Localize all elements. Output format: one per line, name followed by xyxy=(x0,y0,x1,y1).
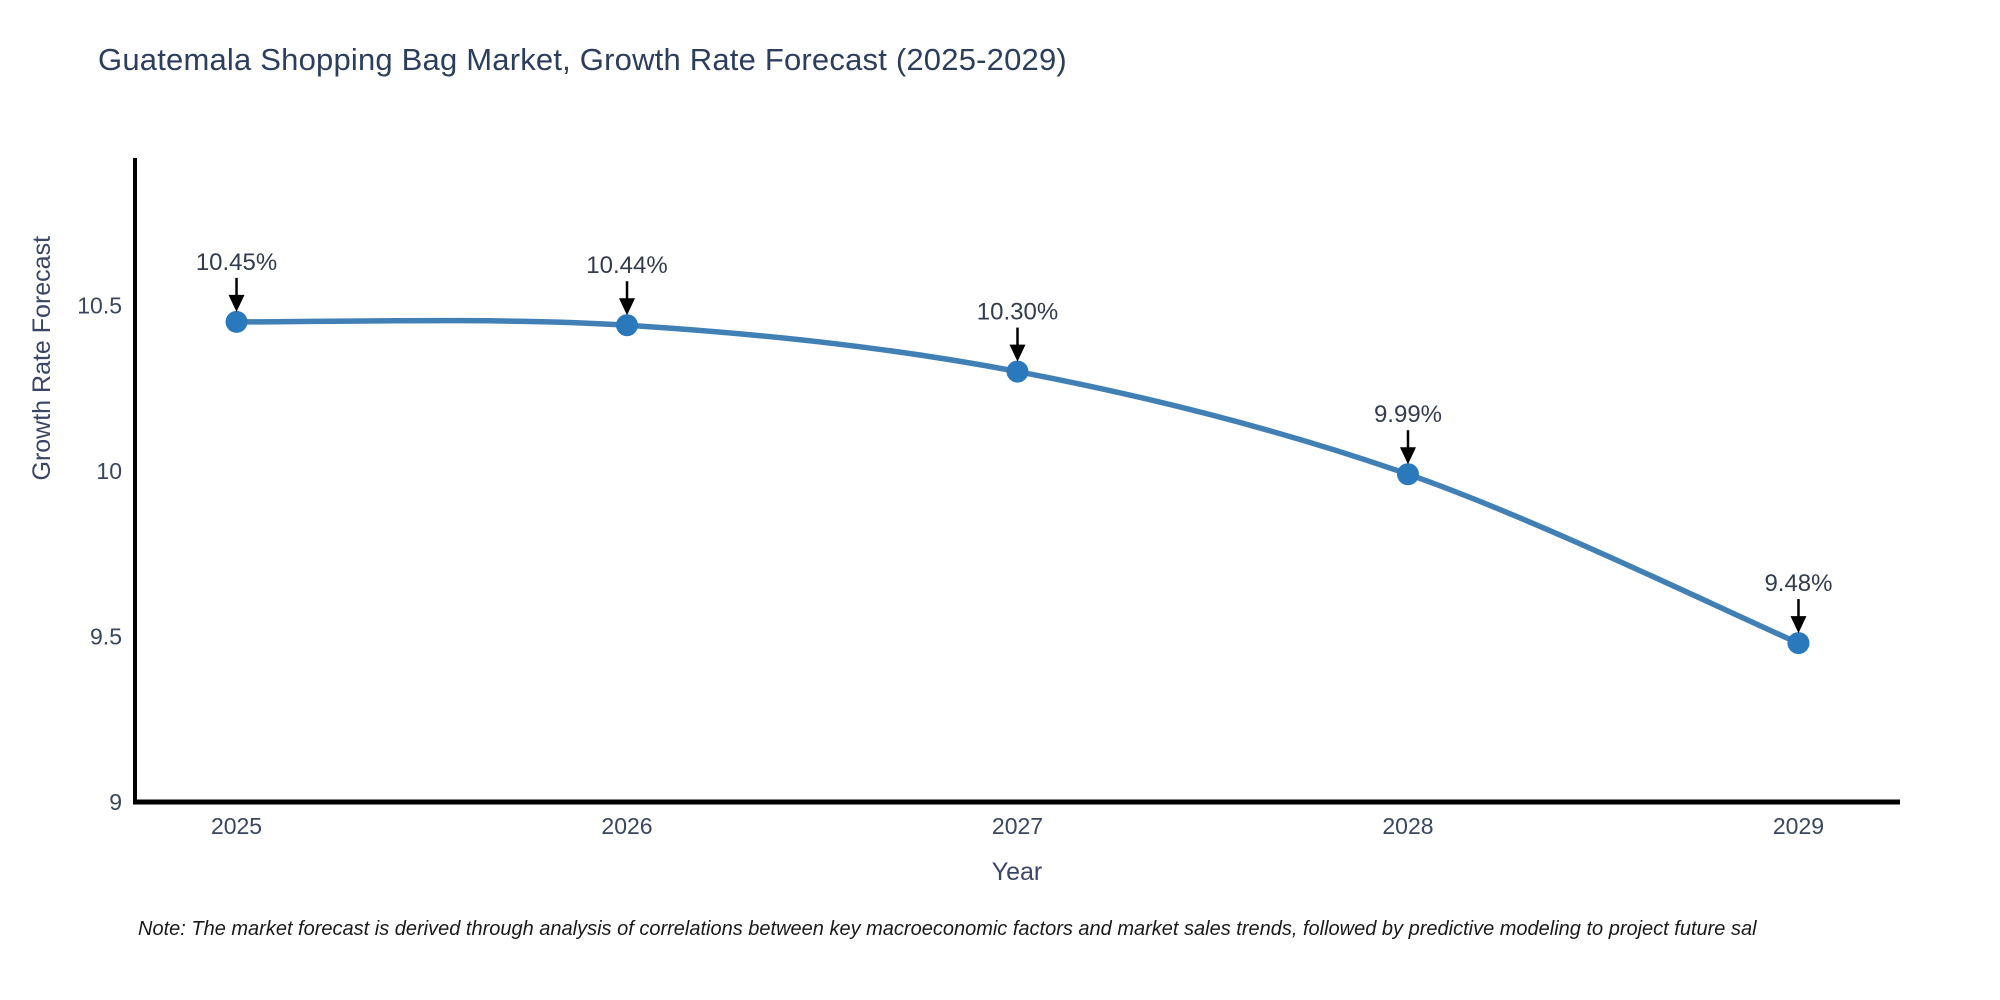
annotation-arrow-head xyxy=(619,298,636,316)
annotation-arrow-head xyxy=(1009,344,1026,362)
point-value-label: 10.45% xyxy=(196,249,277,276)
data-point xyxy=(225,310,248,333)
data-point xyxy=(1787,632,1810,655)
y-tick-label: 9.5 xyxy=(90,623,122,649)
annotation-arrow-head xyxy=(228,294,245,312)
x-axis-title: Year xyxy=(991,858,1043,886)
y-tick-label: 10 xyxy=(96,458,122,484)
data-point xyxy=(1396,463,1419,486)
point-value-label: 10.44% xyxy=(586,252,667,279)
data-point xyxy=(616,314,639,337)
x-tick-label: 2028 xyxy=(1382,813,1433,839)
footnote: Note: The market forecast is derived thr… xyxy=(138,918,1757,940)
point-value-label: 9.99% xyxy=(1374,401,1442,428)
point-value-label: 9.48% xyxy=(1764,570,1832,597)
annotation-arrow-head xyxy=(1399,447,1416,465)
y-tick-label: 9 xyxy=(109,789,122,815)
x-tick-label: 2027 xyxy=(992,813,1043,839)
chart-title: Guatemala Shopping Bag Market, Growth Ra… xyxy=(98,42,1067,77)
x-tick-label: 2025 xyxy=(211,813,262,839)
data-point xyxy=(1006,360,1029,383)
x-tick-label: 2026 xyxy=(601,813,652,839)
annotation-arrow-head xyxy=(1790,616,1807,634)
point-value-label: 10.30% xyxy=(977,299,1058,326)
x-tick-label: 2029 xyxy=(1773,813,1824,839)
y-tick-label: 10.5 xyxy=(77,292,122,318)
